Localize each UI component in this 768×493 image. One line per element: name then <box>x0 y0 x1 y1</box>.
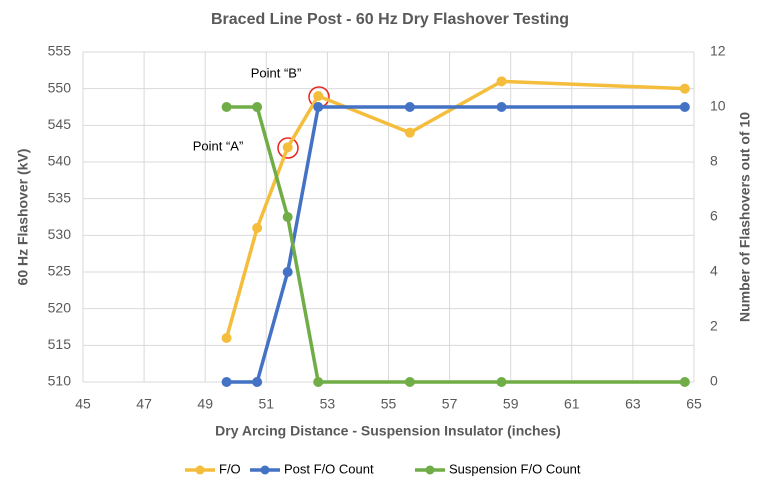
y-tick-label: 525 <box>48 263 72 279</box>
data-point <box>282 142 293 153</box>
y-tick-label: 540 <box>48 153 72 169</box>
x-axis-title: Dry Arcing Distance - Suspension Insulat… <box>215 423 561 439</box>
data-point <box>221 102 232 112</box>
data-point <box>496 76 507 87</box>
legend-label: Post F/O Count <box>284 461 374 476</box>
data-point <box>679 377 690 387</box>
series-line <box>224 79 685 339</box>
y2-axis-title: Number of Flashovers out of 10 <box>737 112 753 322</box>
x-tick-label: 65 <box>686 396 702 412</box>
y-tick-label: 545 <box>48 116 72 132</box>
legend-label: Suspension F/O Count <box>449 461 581 476</box>
data-point <box>252 377 263 387</box>
data-point <box>496 377 507 387</box>
x-tick-label: 45 <box>75 396 91 412</box>
y-axis-title: 60 Hz Flashover (kV) <box>15 149 31 286</box>
data-point <box>313 91 324 101</box>
y2-tick-label: 12 <box>710 43 726 59</box>
data-point <box>252 102 263 112</box>
data-point <box>252 223 263 233</box>
data-point <box>221 333 232 343</box>
data-point <box>496 102 507 112</box>
data-point <box>282 267 293 277</box>
data-point <box>313 377 324 387</box>
x-tick-label: 51 <box>259 396 275 412</box>
x-tick-label: 63 <box>625 396 641 412</box>
data-point <box>282 212 293 222</box>
data-point <box>404 377 415 387</box>
x-tick-label: 61 <box>564 396 580 412</box>
y2-tick-label: 8 <box>710 153 718 169</box>
series-line <box>226 105 685 384</box>
legend-swatch <box>425 465 435 475</box>
x-tick-label: 49 <box>197 396 213 412</box>
y2-tick-label: 4 <box>710 263 718 279</box>
data-point <box>313 102 324 112</box>
x-tick-label: 53 <box>320 396 336 412</box>
y-tick-label: 510 <box>48 373 72 389</box>
x-tick-label: 59 <box>503 396 519 412</box>
legend-label: F/O <box>219 461 241 476</box>
y2-tick-label: 6 <box>710 208 718 224</box>
data-point <box>679 102 690 112</box>
annotation: Point “B” <box>251 65 302 80</box>
annotation: Point “A” <box>193 138 244 153</box>
x-tick-label: 57 <box>442 396 458 412</box>
legend-swatch <box>260 465 270 475</box>
y-tick-label: 515 <box>48 336 72 352</box>
y-tick-label: 530 <box>48 226 72 242</box>
chart-title: Braced Line Post - 60 Hz Dry Flashover T… <box>211 11 569 28</box>
x-tick-label: 47 <box>136 396 152 412</box>
highlight-circle <box>277 137 299 159</box>
data-point <box>404 127 415 138</box>
data-point <box>221 377 232 387</box>
y-tick-label: 555 <box>48 43 72 59</box>
y-tick-label: 550 <box>48 79 72 95</box>
data-point <box>404 102 415 112</box>
legend-swatch <box>195 465 205 475</box>
y-tick-label: 520 <box>48 299 72 315</box>
x-tick-label: 55 <box>381 396 397 412</box>
grid <box>82 51 695 383</box>
series-line <box>226 105 685 384</box>
data-point <box>679 83 690 94</box>
y-tick-label: 535 <box>48 189 72 205</box>
y2-tick-label: 0 <box>710 373 718 389</box>
y2-tick-label: 2 <box>710 318 718 334</box>
y2-tick-label: 10 <box>710 98 726 114</box>
